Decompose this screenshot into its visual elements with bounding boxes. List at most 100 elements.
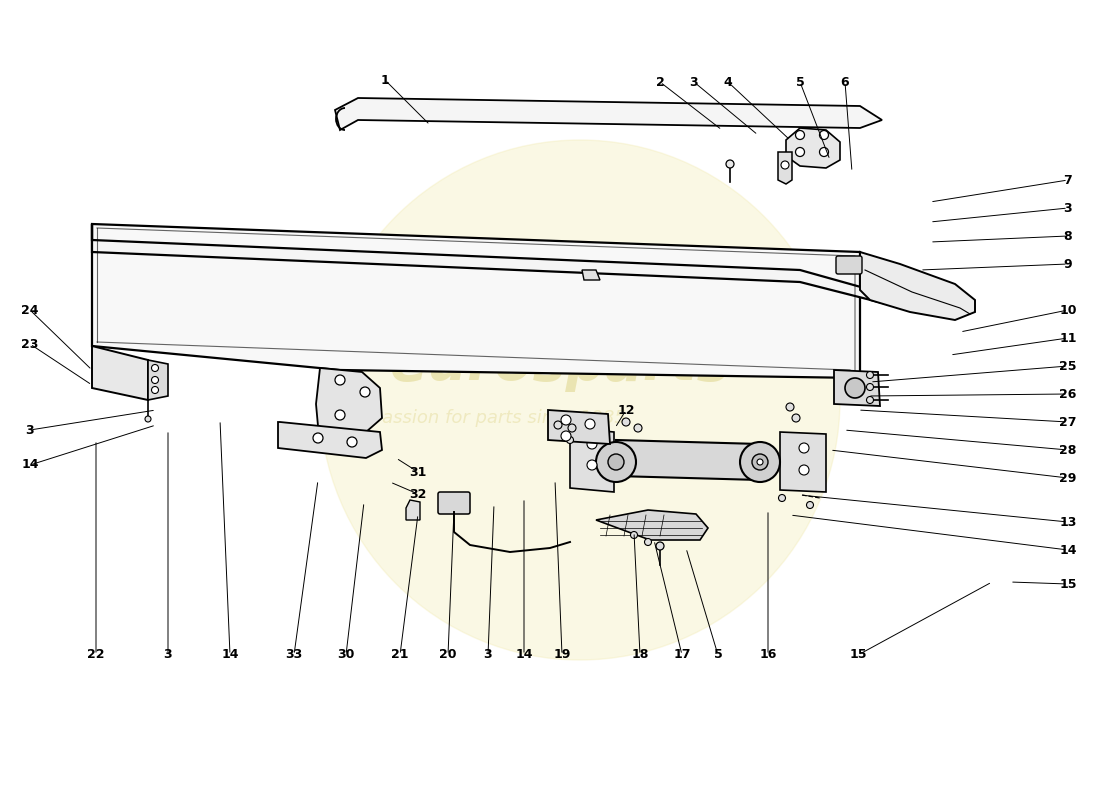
Circle shape <box>561 431 571 441</box>
Circle shape <box>799 465 808 475</box>
Text: 15: 15 <box>849 649 867 662</box>
Text: 30: 30 <box>338 649 354 662</box>
Circle shape <box>867 397 873 403</box>
Text: 13: 13 <box>1059 515 1077 529</box>
Text: 9: 9 <box>1064 258 1072 270</box>
Text: 32: 32 <box>409 487 427 501</box>
Text: 23: 23 <box>21 338 38 350</box>
Circle shape <box>740 442 780 482</box>
Circle shape <box>152 377 158 383</box>
Text: 26: 26 <box>1059 387 1077 401</box>
FancyBboxPatch shape <box>836 256 862 274</box>
Circle shape <box>346 437 358 447</box>
Polygon shape <box>278 422 382 458</box>
Circle shape <box>795 147 804 157</box>
Text: 18: 18 <box>631 649 649 662</box>
Circle shape <box>867 383 873 390</box>
Text: 5: 5 <box>714 649 723 662</box>
Circle shape <box>792 414 800 422</box>
Circle shape <box>757 459 763 465</box>
Text: 12: 12 <box>617 403 635 417</box>
Text: 14: 14 <box>1059 543 1077 557</box>
Text: 14: 14 <box>515 649 532 662</box>
Text: 3: 3 <box>164 649 173 662</box>
Circle shape <box>645 538 651 546</box>
Text: 28: 28 <box>1059 443 1077 457</box>
Circle shape <box>845 378 865 398</box>
Circle shape <box>336 410 345 420</box>
Polygon shape <box>92 224 860 378</box>
Polygon shape <box>616 440 760 480</box>
Circle shape <box>145 416 151 422</box>
Polygon shape <box>92 224 910 310</box>
Text: 2: 2 <box>656 75 664 89</box>
Circle shape <box>779 494 785 502</box>
Text: 22: 22 <box>87 649 104 662</box>
Text: 16: 16 <box>759 649 777 662</box>
Circle shape <box>608 454 624 470</box>
Text: eurosparts: eurosparts <box>390 338 730 392</box>
Circle shape <box>585 419 595 429</box>
Circle shape <box>152 365 158 371</box>
Circle shape <box>587 460 597 470</box>
Circle shape <box>820 130 828 139</box>
Text: 1: 1 <box>381 74 389 86</box>
Text: 15: 15 <box>1059 578 1077 590</box>
Text: 29: 29 <box>1059 471 1077 485</box>
Polygon shape <box>316 368 382 434</box>
Polygon shape <box>406 500 420 520</box>
Text: 31: 31 <box>409 466 427 478</box>
Polygon shape <box>596 510 708 540</box>
Circle shape <box>634 424 642 432</box>
Circle shape <box>621 418 630 426</box>
Circle shape <box>336 375 345 385</box>
Polygon shape <box>780 432 826 492</box>
Circle shape <box>630 531 638 538</box>
Polygon shape <box>582 270 600 280</box>
FancyBboxPatch shape <box>438 492 470 514</box>
Polygon shape <box>548 410 610 444</box>
Text: 20: 20 <box>439 649 456 662</box>
Text: 14: 14 <box>221 649 239 662</box>
Circle shape <box>320 140 840 660</box>
Text: 25: 25 <box>1059 359 1077 373</box>
Text: 21: 21 <box>392 649 409 662</box>
Text: 3: 3 <box>690 75 698 89</box>
Circle shape <box>752 454 768 470</box>
Circle shape <box>786 403 794 411</box>
Polygon shape <box>92 346 148 400</box>
Circle shape <box>806 502 814 509</box>
Polygon shape <box>834 370 880 406</box>
Polygon shape <box>778 152 792 184</box>
Circle shape <box>360 387 370 397</box>
Circle shape <box>561 415 571 425</box>
Circle shape <box>656 542 664 550</box>
Text: 17: 17 <box>673 649 691 662</box>
Text: 5: 5 <box>795 75 804 89</box>
Text: 7: 7 <box>1064 174 1072 186</box>
Text: 3: 3 <box>1064 202 1072 214</box>
Polygon shape <box>786 128 840 168</box>
Text: 11: 11 <box>1059 331 1077 345</box>
Text: 33: 33 <box>285 649 303 662</box>
Circle shape <box>554 421 562 429</box>
Circle shape <box>799 443 808 453</box>
Circle shape <box>314 433 323 443</box>
Text: 3: 3 <box>484 649 493 662</box>
Polygon shape <box>336 98 882 130</box>
Text: 24: 24 <box>21 303 38 317</box>
Circle shape <box>587 439 597 449</box>
Text: 3: 3 <box>25 423 34 437</box>
Text: 8: 8 <box>1064 230 1072 242</box>
Polygon shape <box>148 360 168 400</box>
Circle shape <box>820 147 828 157</box>
Circle shape <box>867 371 873 378</box>
Polygon shape <box>860 252 975 320</box>
Text: 27: 27 <box>1059 415 1077 429</box>
Text: 6: 6 <box>840 75 849 89</box>
Polygon shape <box>570 428 614 492</box>
Text: 19: 19 <box>553 649 571 662</box>
Text: 4: 4 <box>724 75 733 89</box>
Text: 10: 10 <box>1059 303 1077 317</box>
Circle shape <box>795 130 804 139</box>
